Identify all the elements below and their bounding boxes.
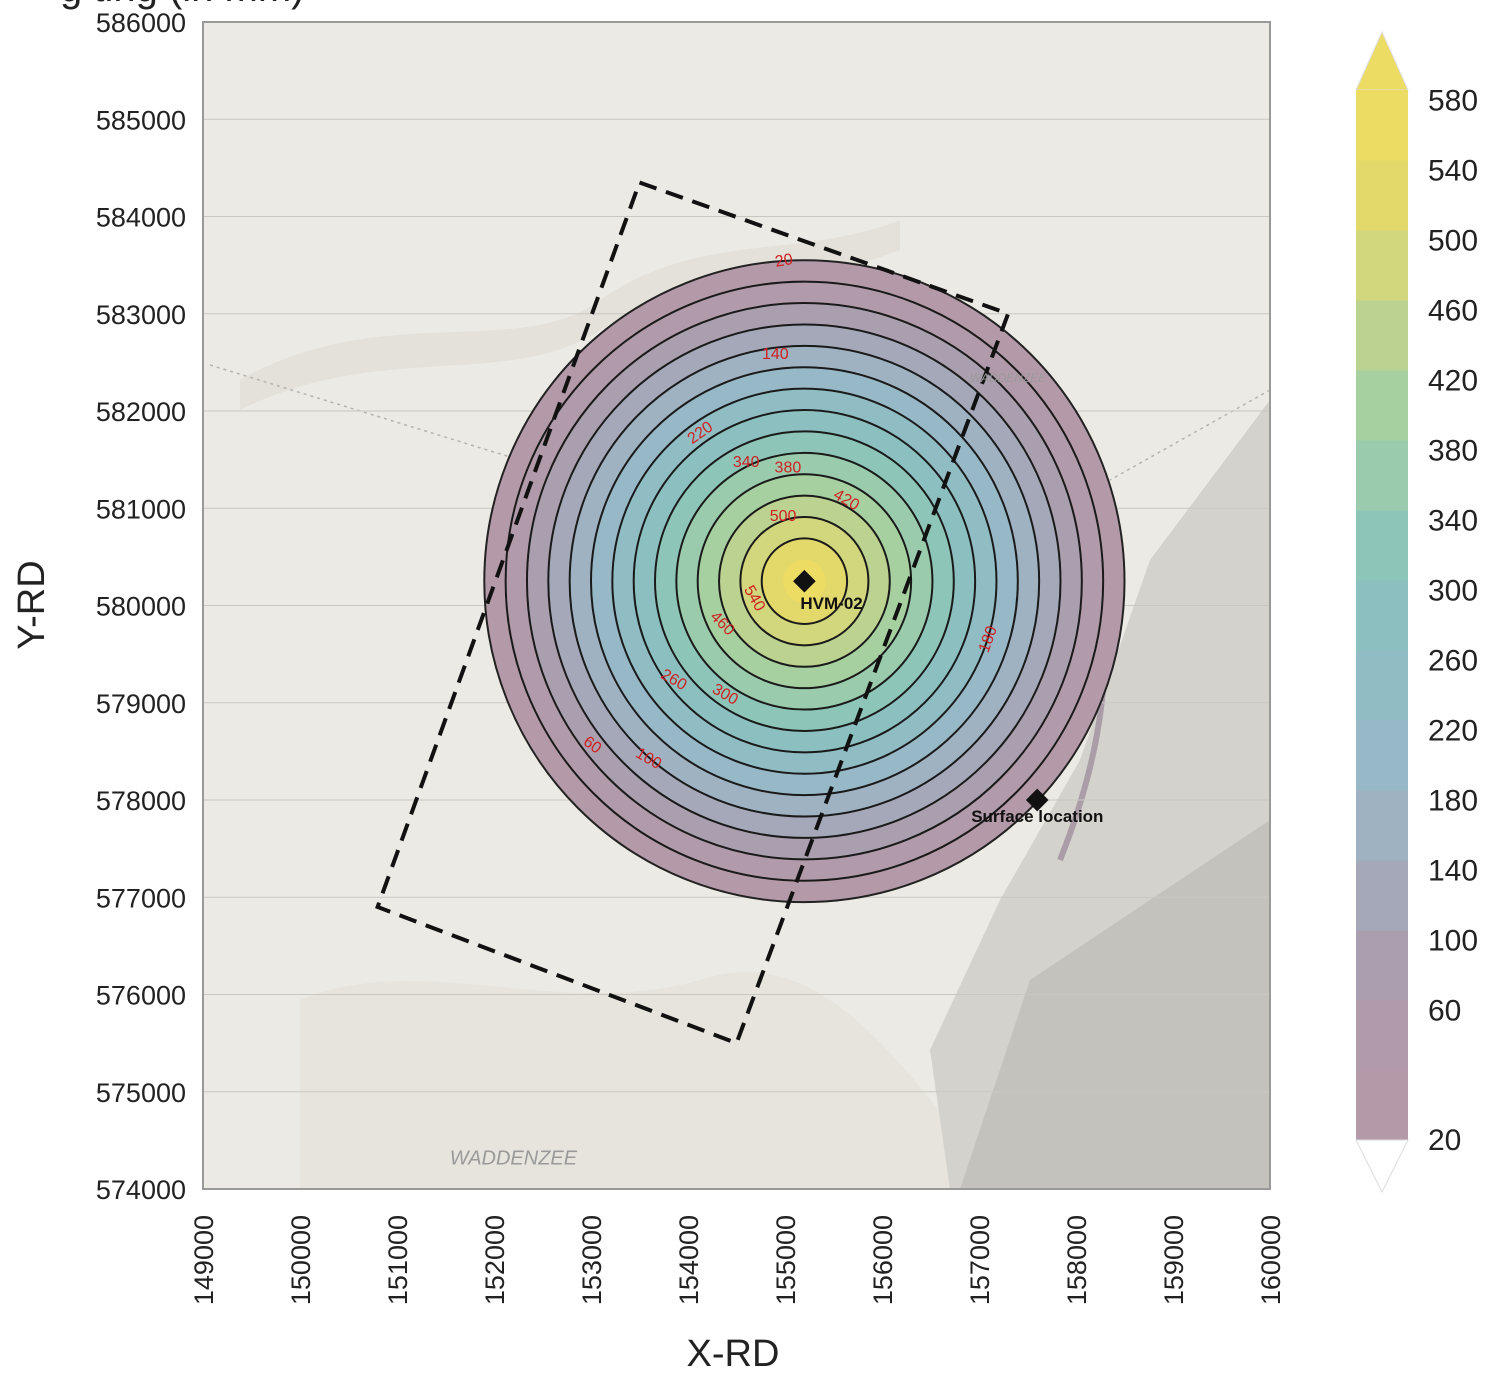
colorbar-label: 340: [1428, 505, 1478, 538]
contour-line-300: [632, 409, 977, 754]
y-tick-label: 578000: [96, 786, 186, 816]
colorbar-segment-60: [1356, 1000, 1408, 1071]
y-tick-label: 577000: [96, 883, 186, 913]
point-marker: [793, 569, 816, 593]
contour-line-340: [654, 430, 955, 732]
contour-line-180: [568, 344, 1041, 818]
contour-label: 20: [774, 251, 795, 271]
x-tick-label: 159000: [1159, 1215, 1189, 1305]
contour-line-420: [696, 473, 913, 690]
point-label: Surface location: [971, 807, 1103, 826]
x-axis-label: X-RD: [687, 1333, 780, 1373]
y-tick-label: 584000: [96, 203, 186, 233]
y-tick-label: 585000: [96, 105, 186, 135]
x-tick-label: 149000: [189, 1215, 219, 1305]
colorbar-label: 460: [1428, 295, 1478, 328]
x-tick-label: 153000: [577, 1215, 607, 1305]
colorbar: 20 60 100 140 180 220 260 300 340 380 420 460 500 540…: [1355, 30, 1478, 1194]
colorbar-label: 180: [1428, 785, 1478, 818]
x-tick-label: 150000: [286, 1215, 316, 1305]
y-tick-label: 579000: [96, 689, 186, 719]
colorbar-label: 60: [1428, 995, 1461, 1028]
map-label: WADDENZEE: [970, 371, 1047, 385]
colorbar-segment-140: [1356, 860, 1408, 931]
y-tick-label: 582000: [96, 397, 186, 427]
x-axis-ticks: 149000 150000 151000 152000 153000 154000 1550…: [189, 1215, 1286, 1305]
colorbar-segment-540: [1356, 160, 1408, 231]
y-tick-label: 574000: [96, 1175, 186, 1205]
map-tidal-flat: [300, 972, 1000, 1189]
contour-label: 500: [770, 508, 797, 525]
contour-line-540: [760, 537, 849, 625]
contour-line-60: [504, 280, 1105, 882]
y-tick-label: 576000: [96, 981, 186, 1011]
y-tick-label: 580000: [96, 592, 186, 622]
colorbar-label: 500: [1428, 225, 1478, 258]
colorbar-segment-380: [1356, 440, 1408, 511]
colorbar-segment-100: [1356, 930, 1408, 1001]
colorbar-segment-220: [1356, 720, 1408, 791]
colorbar-segment-180: [1356, 790, 1408, 861]
colorbar-segment-580: [1356, 90, 1408, 161]
map-label: WADDENZEE: [450, 1148, 578, 1170]
contour-label: 380: [775, 460, 802, 477]
colorbar-segment-20: [1356, 1070, 1408, 1141]
point-marker: [1025, 788, 1049, 812]
contour-label: 340: [733, 454, 760, 471]
colorbar-label: 380: [1428, 435, 1478, 468]
map-boundary-line: [1109, 389, 1270, 481]
area-outline: [375, 179, 1011, 1046]
map-boundary-line: [209, 364, 521, 461]
x-tick-label: 152000: [480, 1215, 510, 1305]
colorbar-label: 580: [1428, 85, 1478, 118]
y-axis-label: Y-RD: [11, 560, 53, 649]
x-tick-label: 156000: [868, 1215, 898, 1305]
colorbar-label: 220: [1428, 715, 1478, 748]
contour-line-500: [739, 516, 870, 647]
y-axis-ticks: 586000 585000 584000 583000 582000 581000 5800…: [96, 8, 186, 1205]
contour-line-460: [718, 494, 891, 668]
contour-label: 140: [762, 346, 789, 363]
x-tick-label: 154000: [674, 1215, 704, 1305]
x-tick-label: 158000: [1062, 1215, 1092, 1305]
colorbar-label: 140: [1428, 855, 1478, 888]
plot-frame: [202, 21, 1271, 1190]
colorbar-segment-500: [1356, 230, 1408, 301]
colorbar-extend-min: [1355, 1139, 1409, 1194]
map-town: [960, 820, 1270, 1189]
colorbar-label: 420: [1428, 365, 1478, 398]
y-tick-label: 575000: [96, 1078, 186, 1108]
chart-title: g ting (in mm): [60, 0, 1460, 11]
contour-line-220: [590, 366, 1019, 797]
colorbar-label: 300: [1428, 575, 1478, 608]
x-tick-label: 151000: [383, 1215, 413, 1305]
colorbar-label: 20: [1428, 1124, 1461, 1157]
colorbar-segment-420: [1356, 370, 1408, 441]
colorbar-extend-max: [1355, 30, 1409, 91]
x-tick-label: 160000: [1256, 1215, 1286, 1305]
contour-line-140: [547, 323, 1062, 839]
colorbar-label: 260: [1428, 645, 1478, 678]
x-tick-label: 155000: [771, 1215, 801, 1305]
colorbar-segment-460: [1356, 300, 1408, 371]
x-tick-label: 157000: [965, 1215, 995, 1305]
y-tick-label: 586000: [96, 8, 186, 38]
point-label: HVM-02: [800, 594, 862, 613]
contour-line-100: [525, 302, 1083, 861]
y-tick-label: 581000: [96, 494, 186, 524]
colorbar-label: 100: [1428, 925, 1478, 958]
colorbar-segment-300: [1356, 580, 1408, 651]
y-tick-label: 583000: [96, 300, 186, 330]
contour-line-380: [675, 451, 934, 711]
colorbar-segment-340: [1356, 510, 1408, 581]
colorbar-label: 540: [1428, 155, 1478, 188]
colorbar-segment-260: [1356, 650, 1408, 721]
contour-line-260: [611, 387, 998, 775]
